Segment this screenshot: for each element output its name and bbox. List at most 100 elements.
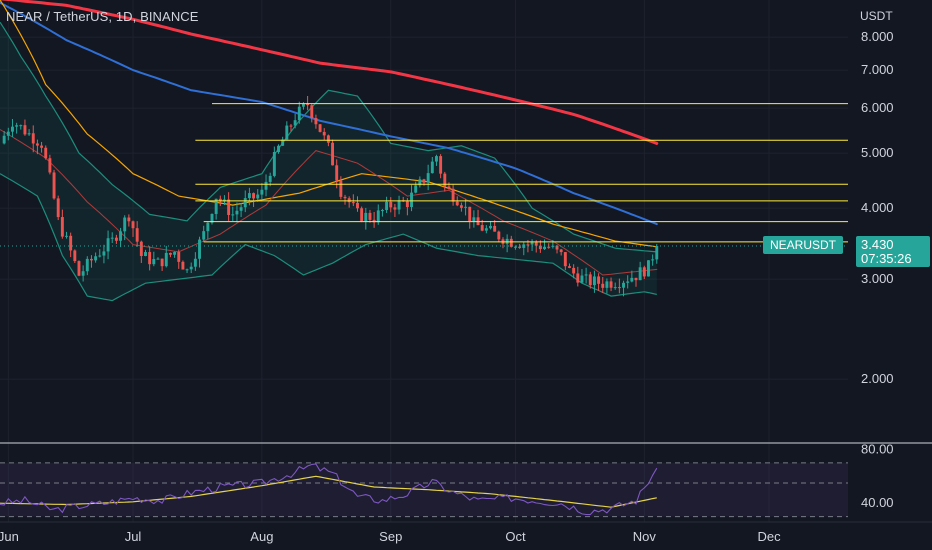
candle bbox=[289, 123, 293, 132]
candle-body bbox=[447, 186, 451, 189]
candle bbox=[198, 236, 201, 268]
candle-body bbox=[580, 275, 584, 283]
candle-body bbox=[397, 200, 401, 210]
candle-body bbox=[497, 231, 501, 240]
candle-body bbox=[326, 135, 330, 143]
candle-body bbox=[601, 283, 605, 288]
time-tick-label: Jul bbox=[125, 529, 142, 544]
candle bbox=[98, 249, 102, 258]
candle bbox=[410, 184, 413, 212]
candle bbox=[360, 206, 364, 223]
candle-body bbox=[210, 213, 214, 223]
candle bbox=[135, 221, 139, 247]
candle bbox=[356, 196, 359, 212]
candle bbox=[505, 234, 509, 253]
candle-body bbox=[73, 250, 77, 262]
price-tick-label: 3.000 bbox=[861, 271, 894, 286]
candle-body bbox=[459, 205, 463, 208]
candle bbox=[19, 124, 23, 130]
candle-body bbox=[380, 210, 384, 212]
candle bbox=[343, 194, 347, 205]
candle-body bbox=[98, 255, 102, 257]
candle bbox=[35, 139, 39, 155]
candle-body bbox=[638, 267, 642, 281]
rsi-line bbox=[0, 463, 658, 516]
candle bbox=[252, 192, 256, 207]
candle-body bbox=[343, 196, 347, 199]
candle bbox=[626, 275, 630, 289]
candle bbox=[393, 203, 397, 217]
candle bbox=[538, 240, 542, 253]
candle-body bbox=[89, 258, 93, 261]
candle bbox=[48, 154, 52, 175]
candle-body bbox=[530, 242, 534, 245]
candle bbox=[617, 278, 621, 294]
candle-body bbox=[526, 244, 530, 246]
candle bbox=[609, 277, 613, 292]
candle-body bbox=[647, 260, 650, 277]
candle-body bbox=[617, 287, 621, 289]
candle-body bbox=[239, 207, 243, 211]
candle-body bbox=[651, 259, 655, 261]
candle-body bbox=[27, 133, 31, 135]
candle bbox=[277, 144, 280, 154]
candle-body bbox=[31, 133, 35, 144]
candle-body bbox=[410, 192, 413, 208]
candle-body bbox=[555, 245, 559, 250]
candle-body bbox=[293, 120, 297, 126]
candle-body bbox=[85, 258, 89, 272]
price-tick-label: 4.000 bbox=[861, 200, 894, 215]
candle bbox=[584, 267, 588, 284]
candle-body bbox=[35, 143, 39, 146]
candle bbox=[651, 254, 655, 266]
candle-body bbox=[414, 185, 418, 193]
price-tag-bg bbox=[856, 236, 930, 268]
candle bbox=[177, 249, 181, 269]
candle bbox=[484, 225, 488, 234]
price-axis: 8.000 7.000 6.000 5.000 4.000 3.000 2.000 bbox=[861, 29, 894, 386]
candle bbox=[634, 277, 638, 287]
candle bbox=[459, 202, 463, 212]
candle bbox=[69, 232, 73, 258]
candle-body bbox=[2, 135, 6, 144]
time-axis: Jun Jul Aug Sep Oct Nov Dec bbox=[0, 521, 932, 544]
candle bbox=[347, 196, 351, 208]
candle-body bbox=[422, 179, 426, 183]
candle bbox=[339, 176, 343, 200]
candle-body bbox=[588, 274, 592, 286]
candle-body bbox=[480, 225, 484, 231]
candle bbox=[231, 206, 235, 221]
candle-body bbox=[538, 245, 542, 250]
symbol-tag-bg bbox=[763, 236, 843, 255]
candle-body bbox=[368, 212, 372, 220]
candle-body bbox=[518, 246, 522, 248]
candle bbox=[530, 239, 534, 251]
candle bbox=[418, 176, 422, 188]
candle bbox=[572, 264, 576, 279]
candle-body bbox=[464, 206, 468, 208]
ma200-line bbox=[0, 0, 659, 145]
candle-body bbox=[314, 118, 318, 125]
candle bbox=[559, 248, 563, 256]
candle bbox=[56, 195, 60, 221]
candle bbox=[613, 282, 617, 290]
candle-body bbox=[81, 271, 85, 276]
candle-body bbox=[443, 173, 447, 187]
candle-body bbox=[335, 165, 339, 181]
candle bbox=[389, 197, 393, 213]
candle-body bbox=[227, 199, 231, 215]
candle bbox=[256, 189, 260, 202]
candle bbox=[123, 215, 127, 241]
candle bbox=[555, 244, 559, 254]
candle bbox=[44, 145, 48, 160]
candle-body bbox=[360, 208, 364, 221]
candle-body bbox=[202, 231, 206, 240]
price-axis-bg bbox=[848, 0, 932, 550]
candle bbox=[518, 243, 522, 249]
candle bbox=[430, 156, 434, 174]
candle bbox=[385, 196, 389, 213]
candle bbox=[285, 121, 289, 140]
rsi-pane: 80.00 40.00 bbox=[0, 441, 894, 518]
price-tick-label: 6.000 bbox=[861, 100, 894, 115]
